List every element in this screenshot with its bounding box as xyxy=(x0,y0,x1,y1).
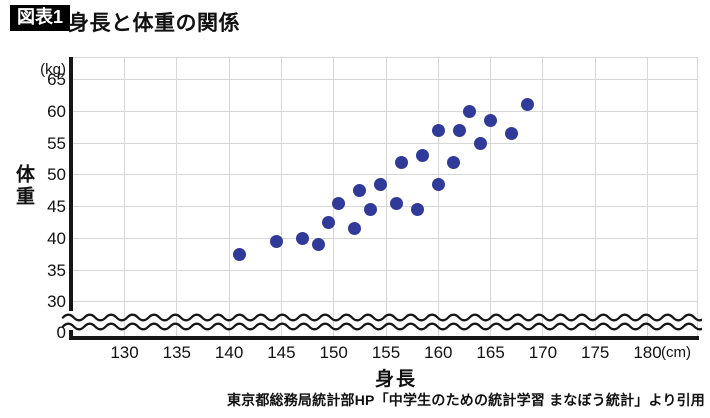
scatter-point xyxy=(431,123,445,137)
x-tick-label: 155 xyxy=(371,343,401,362)
y-tick-label: 50 xyxy=(47,165,66,185)
grid-line-horizontal xyxy=(71,269,697,271)
scatter-point xyxy=(473,136,487,150)
scatter-point xyxy=(447,155,461,169)
x-tick-label: 150 xyxy=(319,343,348,362)
scatter-point xyxy=(311,238,325,252)
grid-line-vertical xyxy=(280,57,282,338)
scatter-point xyxy=(269,234,283,248)
grid-line-vertical xyxy=(385,57,387,338)
x-tick-label: 170 xyxy=(528,343,558,362)
axis-break-gap xyxy=(66,311,76,330)
grid-line-vertical xyxy=(594,57,596,338)
x-axis-line xyxy=(69,335,699,340)
scatter-point xyxy=(389,196,403,210)
scatter-point xyxy=(332,196,346,210)
y-tick-label-zero: 0 xyxy=(56,323,66,342)
wavy-axis-break xyxy=(61,313,702,331)
y-axis-line xyxy=(69,57,73,340)
grid-line-horizontal xyxy=(71,174,697,176)
scatter-point xyxy=(321,215,335,229)
grid-line-horizontal xyxy=(71,142,697,144)
x-tick-label: 160 xyxy=(424,343,453,362)
scatter-point xyxy=(395,155,409,169)
grid-line-horizontal xyxy=(71,206,697,207)
scatter-point xyxy=(520,98,534,112)
scatter-point xyxy=(233,247,247,261)
plot-top-border xyxy=(71,57,697,58)
grid-line-vertical xyxy=(228,57,230,338)
x-tick-label: 175 xyxy=(581,343,610,362)
x-axis-title: 身長 xyxy=(374,369,417,390)
y-tick-label: 35 xyxy=(47,260,66,280)
grid-line-vertical xyxy=(542,57,544,338)
grid-line-horizontal xyxy=(71,237,697,239)
y-tick-label: 40 xyxy=(47,228,66,248)
scatter-point xyxy=(416,149,430,163)
grid-line-vertical xyxy=(647,57,648,338)
y-tick-label: 65 xyxy=(47,70,66,89)
grid-line-vertical xyxy=(490,57,492,338)
scatter-point xyxy=(295,231,309,245)
y-axis-title: 体重 xyxy=(13,164,34,208)
grid-line-vertical xyxy=(437,57,439,338)
y-tick-label: 60 xyxy=(47,101,66,121)
scatter-chart: (kg) 体重 0 身長 (cm) 65 60 55 50 45 40 35 30 130 135… xyxy=(13,57,702,390)
y-tick-label: 55 xyxy=(47,133,66,153)
scatter-point xyxy=(363,203,377,217)
y-tick-label: 30 xyxy=(47,292,66,312)
grid-line-horizontal xyxy=(71,110,697,112)
figure-number-badge: 図表1 xyxy=(10,5,71,31)
x-tick-label: 145 xyxy=(267,343,296,362)
scatter-point xyxy=(348,222,362,236)
scatter-point xyxy=(484,114,498,128)
scatter-point xyxy=(410,203,424,217)
grid-line-horizontal xyxy=(71,301,697,303)
scatter-point xyxy=(452,123,466,137)
scatter-point xyxy=(374,177,388,191)
scatter-point xyxy=(463,104,477,118)
scatter-point xyxy=(431,177,445,191)
source-caption: 東京都総務局統計部HP「中学生のための統計学習 まなぼう統計」より引用 xyxy=(226,392,705,408)
x-tick-label: 180 xyxy=(633,343,662,362)
scatter-point xyxy=(353,184,367,198)
y-tick-label: 45 xyxy=(47,197,66,216)
x-axis-unit-label: (cm) xyxy=(661,344,691,361)
y-axis-unit-label: (kg) xyxy=(40,61,66,78)
figure-title: 身長と体重の関係 xyxy=(68,12,240,35)
x-tick-label: 135 xyxy=(162,343,191,362)
grid-line-horizontal xyxy=(71,79,697,80)
scatter-point xyxy=(505,126,519,140)
x-tick-label: 130 xyxy=(110,343,139,362)
plot-right-border xyxy=(697,57,698,338)
x-tick-label: 140 xyxy=(214,343,244,362)
x-tick-label: 165 xyxy=(476,343,505,362)
grid-line-vertical xyxy=(124,57,125,338)
grid-line-vertical xyxy=(176,57,178,338)
